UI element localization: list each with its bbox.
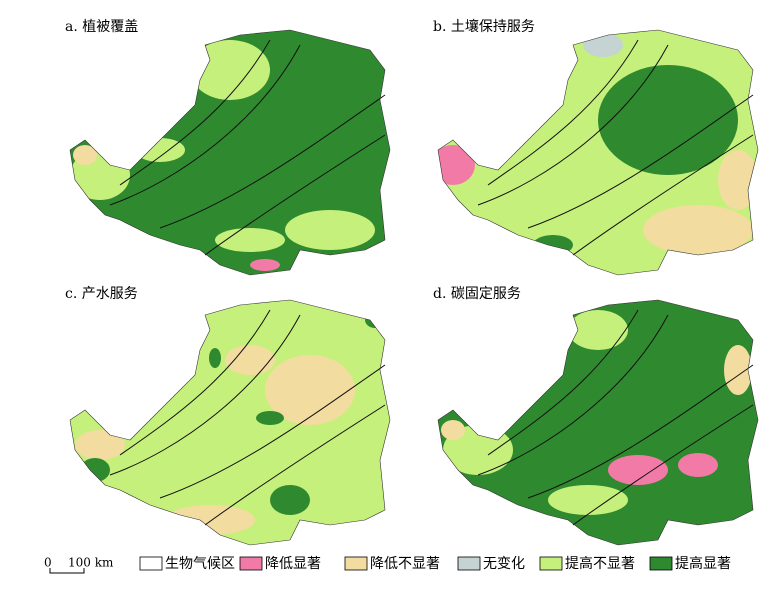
legend-label: 降低不显著 <box>370 556 440 572</box>
legend-label: 提高显著 <box>675 555 731 572</box>
legend-label: 提高不显著 <box>565 555 635 572</box>
legend-swatch <box>539 556 563 571</box>
map-a: a. 植被覆盖 <box>65 19 391 276</box>
legend-swatch <box>649 556 673 571</box>
scale-end: 100 km <box>68 556 114 570</box>
legend-label: 无变化 <box>483 556 525 572</box>
map-d: d. 碳固定服务 <box>433 286 759 546</box>
map-b: b. 土壤保持服务 <box>433 18 759 276</box>
panel-title: d. 碳固定服务 <box>433 286 521 302</box>
panel-title: a. 植被覆盖 <box>65 19 138 35</box>
scale-start: 0 <box>44 556 52 570</box>
legend-label: 生物气候区 <box>165 556 235 572</box>
panel-title: c. 产水服务 <box>65 286 138 302</box>
legend-swatch <box>239 556 263 571</box>
legend-swatch <box>139 556 163 571</box>
panel-title: b. 土壤保持服务 <box>433 18 535 35</box>
scale-bar: 0 100 km <box>44 556 114 574</box>
legend-label: 降低显著 <box>265 556 321 572</box>
map-c: c. 产水服务 <box>65 286 391 546</box>
legend-swatch <box>344 556 368 571</box>
legend: 生物气候区 降低显著 降低不显著 无变化 提高不显著 提高显著 <box>139 555 731 572</box>
legend-swatch <box>457 556 481 571</box>
